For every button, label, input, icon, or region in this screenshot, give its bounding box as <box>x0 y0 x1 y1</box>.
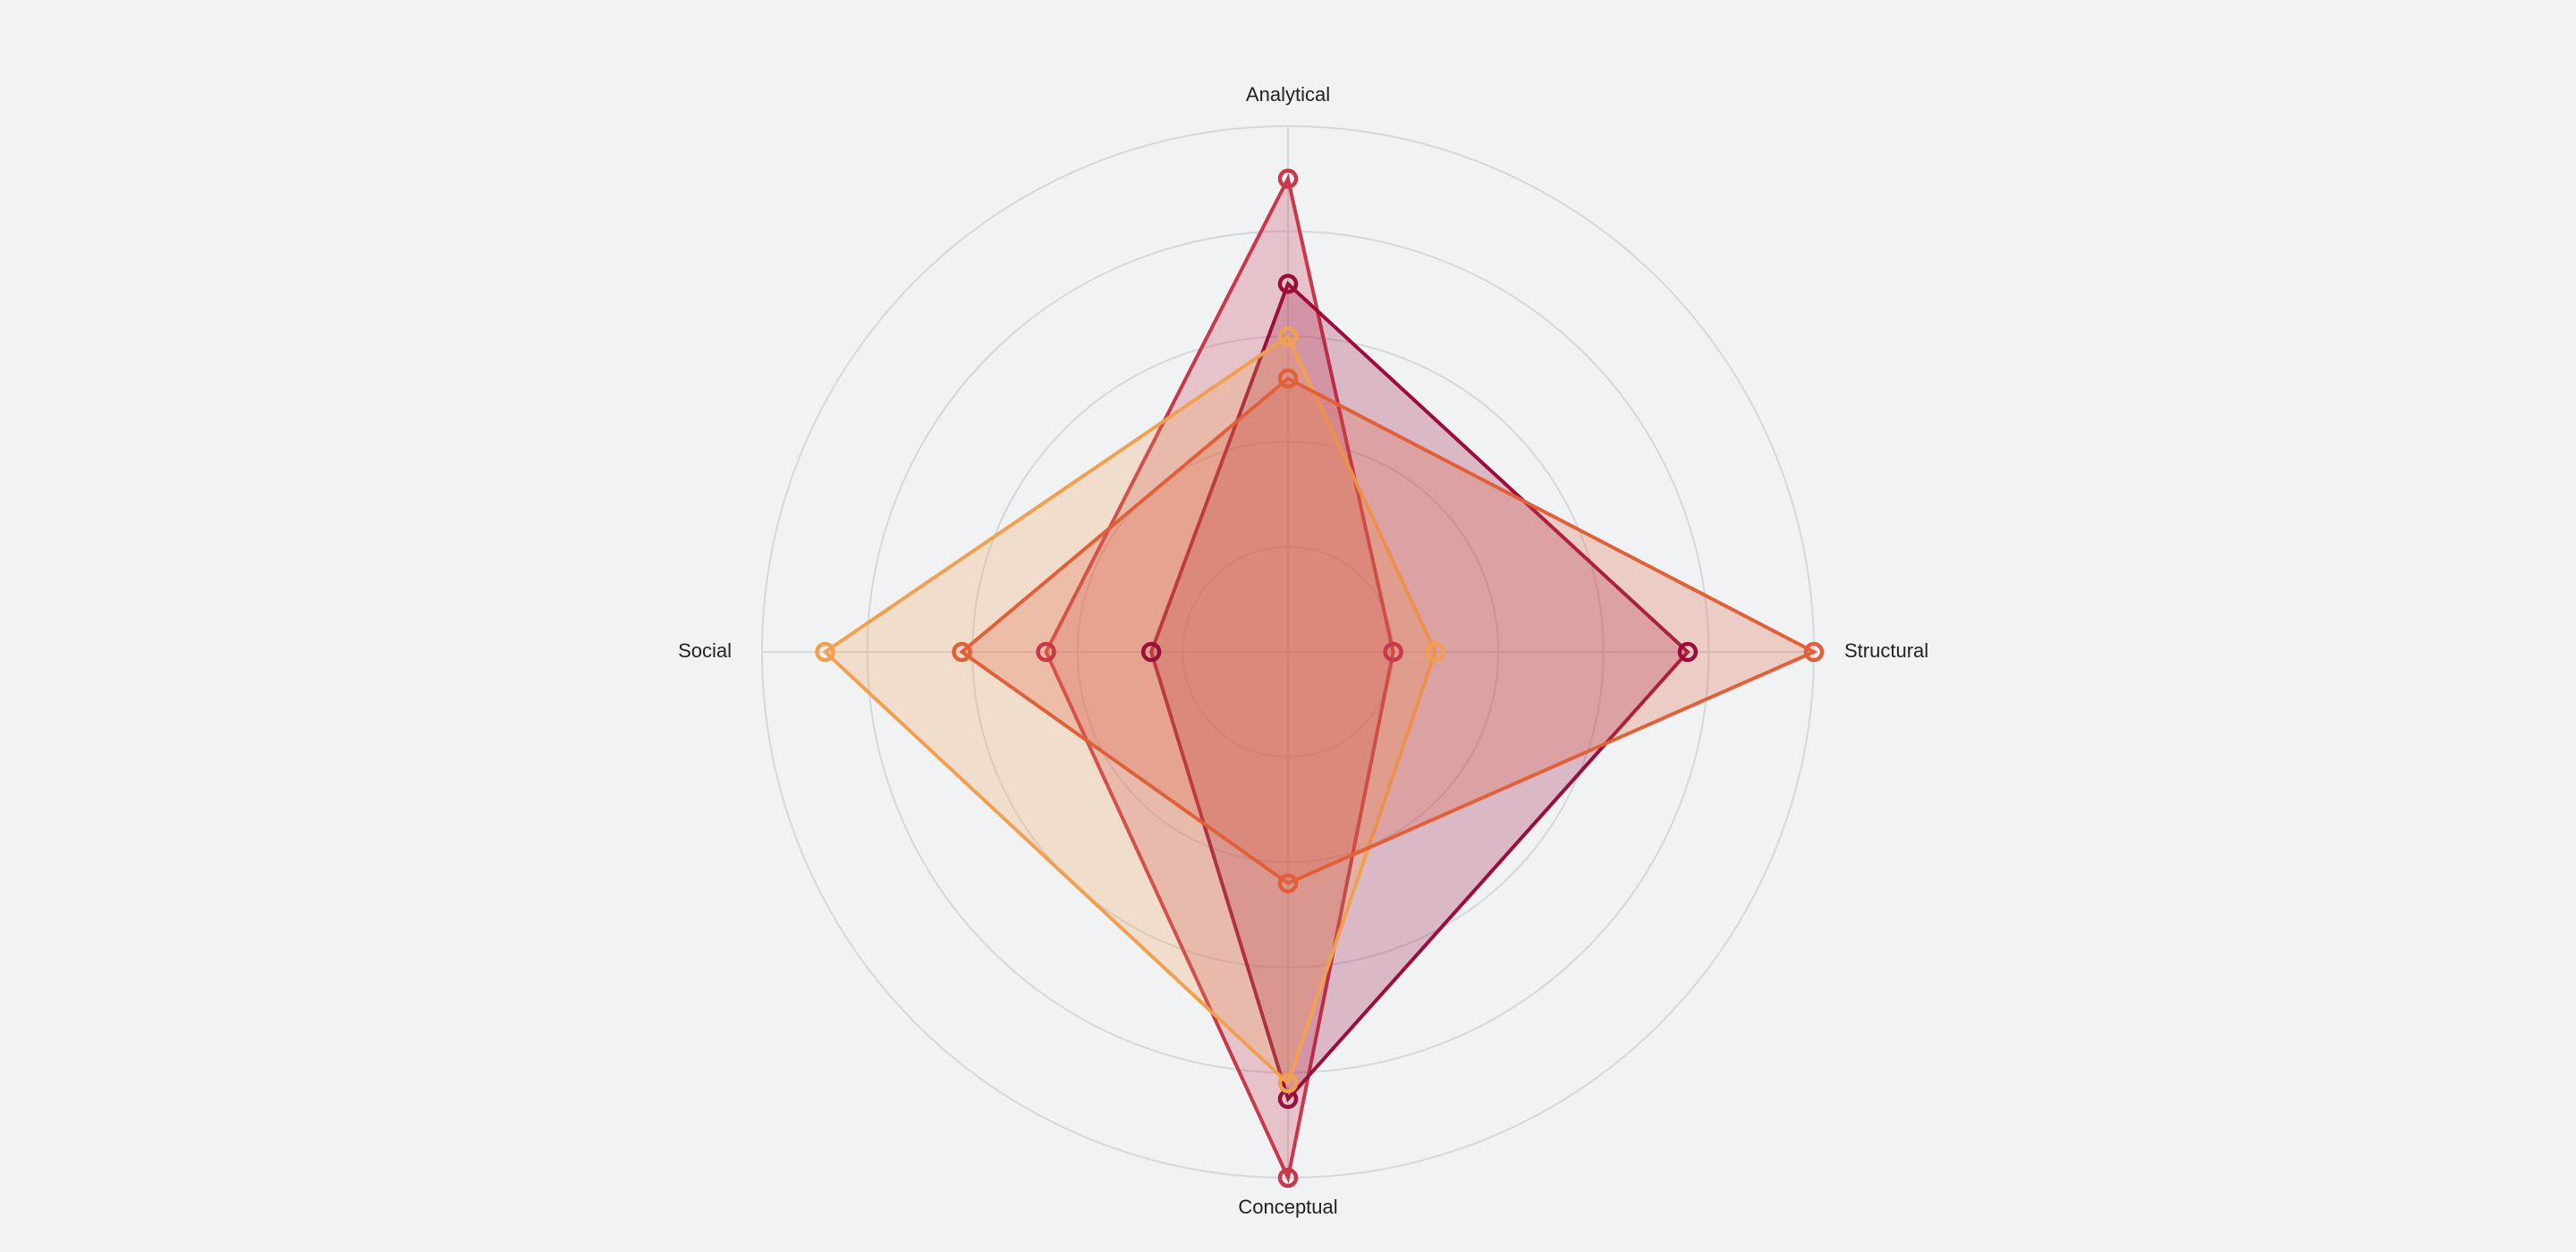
data-point <box>1803 641 1825 663</box>
axis-label: Structural <box>1844 639 1928 662</box>
data-point <box>1140 641 1162 663</box>
series-area <box>822 334 1437 1087</box>
series-area <box>959 376 1818 886</box>
axis-label: Analytical <box>1246 83 1330 106</box>
data-point <box>1383 641 1403 663</box>
axis-label: Conceptual <box>1238 1196 1337 1218</box>
data-point <box>1277 1167 1299 1189</box>
data-point <box>1277 168 1299 190</box>
data-point <box>1036 641 1056 663</box>
series-area <box>1044 173 1395 1184</box>
series-area <box>1149 280 1690 1103</box>
data-point <box>1677 641 1699 663</box>
data-point <box>1277 326 1299 347</box>
data-point <box>815 641 835 663</box>
data-point <box>1277 873 1299 893</box>
data-point <box>952 641 972 663</box>
data-point <box>1277 368 1299 389</box>
data-point <box>1277 274 1299 294</box>
data-point <box>1425 641 1445 663</box>
axis-label: Social <box>678 639 732 662</box>
data-point <box>1277 1072 1299 1094</box>
